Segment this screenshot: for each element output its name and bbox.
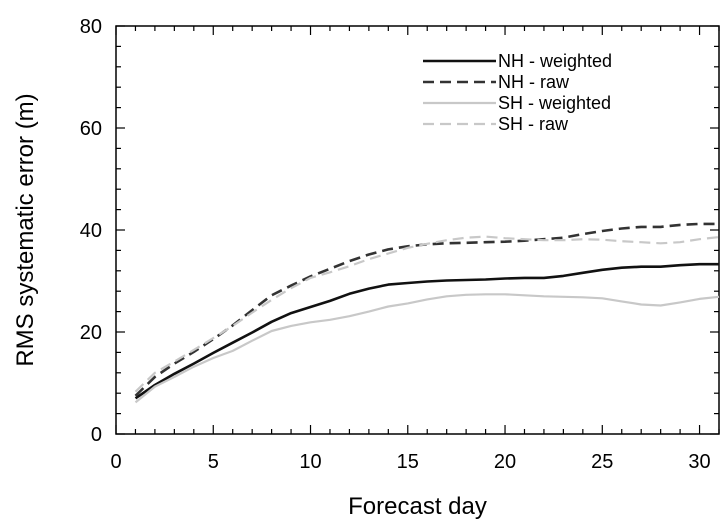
- y-tick-label: 0: [91, 424, 102, 446]
- x-axis-title: Forecast day: [348, 493, 487, 520]
- y-tick-label: 20: [80, 322, 102, 344]
- series-lines: [134, 222, 720, 404]
- x-tick-label: 30: [688, 451, 710, 473]
- x-tick-label: 20: [494, 451, 516, 473]
- axis-ticks: [115, 25, 720, 435]
- series-line-sh-weighted: [134, 293, 720, 404]
- axis-tick-labels: 0 5 10 15 20 25 30 0 20 40 60 80: [80, 16, 711, 473]
- y-tick-label: 40: [80, 220, 102, 242]
- legend-label: NH - weighted: [498, 51, 612, 71]
- y-tick-label: 60: [80, 118, 102, 140]
- plot-frame: [115, 25, 720, 435]
- series-line-nh-raw: [134, 222, 719, 397]
- x-tick-label: 15: [397, 451, 419, 473]
- x-tick-label: 0: [110, 451, 121, 473]
- legend-label: SH - raw: [498, 114, 569, 134]
- y-axis-title: RMS systematic error (m): [12, 93, 39, 366]
- x-tick-label: 25: [591, 451, 613, 473]
- x-tick-label: 5: [208, 451, 219, 473]
- legend-label: SH - weighted: [498, 93, 611, 113]
- series-line-nh-weighted: [134, 262, 719, 400]
- y-tick-label: 80: [80, 16, 102, 38]
- x-tick-label: 10: [299, 451, 321, 473]
- series-line-sh-raw: [134, 235, 720, 393]
- legend-label: NH - raw: [498, 72, 570, 92]
- plot-area-border: [115, 25, 720, 435]
